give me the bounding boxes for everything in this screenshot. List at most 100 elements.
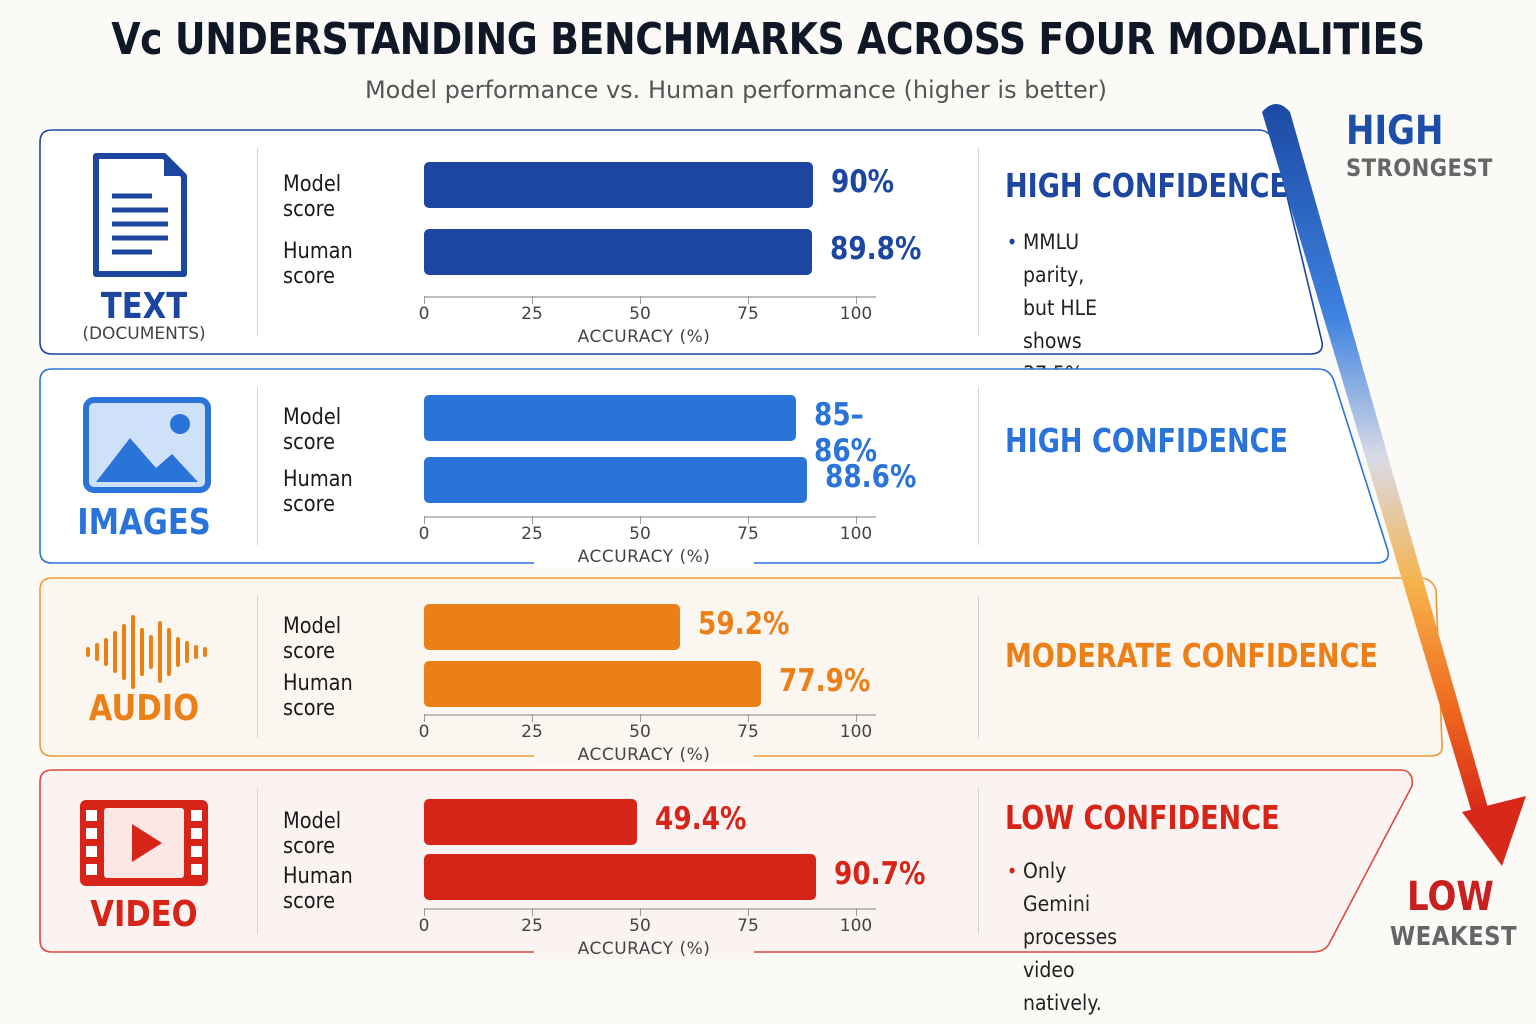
x-axis-tick-label: 25 bbox=[521, 524, 543, 544]
human-score-label: Human score bbox=[283, 239, 353, 289]
x-axis-tick-label: 25 bbox=[521, 304, 543, 324]
x-axis-tick bbox=[640, 714, 641, 722]
modality-label: TEXT bbox=[100, 286, 188, 327]
x-axis-tick-label: 100 bbox=[839, 524, 873, 544]
model-score-value: 90% bbox=[830, 164, 894, 200]
human-score-label: Human score bbox=[283, 671, 353, 721]
x-axis-tick bbox=[856, 908, 857, 916]
confidence-note-line: Only Gemini processes bbox=[1023, 859, 1118, 949]
human-score-value: 77.9% bbox=[778, 663, 870, 699]
confidence-label: LOW CONFIDENCE bbox=[1005, 798, 1280, 837]
scale-low-label: LOW bbox=[1407, 874, 1494, 920]
x-axis-line bbox=[424, 908, 876, 910]
x-axis-tick-label: 25 bbox=[521, 722, 543, 742]
x-axis-tick-label: 75 bbox=[737, 916, 759, 936]
x-axis-tick bbox=[424, 908, 425, 916]
x-axis-tick-label: 0 bbox=[418, 722, 430, 742]
x-axis-tick bbox=[532, 714, 533, 722]
model-score-label: Model score bbox=[283, 172, 342, 222]
x-axis-title: ACCURACY (%) bbox=[534, 745, 754, 765]
x-axis-tick bbox=[856, 516, 857, 524]
human-score-bar bbox=[424, 457, 807, 503]
x-axis-title: ACCURACY (%) bbox=[534, 327, 754, 347]
x-axis-tick-label: 25 bbox=[521, 916, 543, 936]
scale-low-sublabel: WEAKEST bbox=[1390, 922, 1518, 952]
x-axis-line bbox=[424, 516, 876, 518]
x-axis-tick-label: 50 bbox=[629, 916, 651, 936]
x-axis-tick-label: 0 bbox=[418, 524, 430, 544]
model-score-value: 59.2% bbox=[697, 606, 790, 642]
x-axis-tick bbox=[640, 296, 641, 304]
x-axis-tick bbox=[532, 908, 533, 916]
confidence-note-line: MMLU parity, but HLE shows bbox=[1023, 230, 1098, 353]
x-axis-tick bbox=[532, 296, 533, 304]
x-axis-tick bbox=[640, 516, 641, 524]
panel-divider-left bbox=[257, 788, 258, 934]
x-axis-tick-label: 50 bbox=[629, 304, 651, 324]
x-axis-tick-label: 75 bbox=[737, 304, 759, 324]
model-score-bar bbox=[424, 162, 813, 208]
image-icon bbox=[74, 394, 214, 529]
human-score-label: Human score bbox=[283, 467, 353, 517]
x-axis-tick bbox=[748, 908, 749, 916]
confidence-note-line: video natively. bbox=[1023, 958, 1102, 1015]
model-score-bar bbox=[424, 799, 638, 845]
panel-divider-right bbox=[978, 387, 979, 545]
human-score-label: Human score bbox=[283, 864, 353, 914]
x-axis-tick-label: 75 bbox=[737, 722, 759, 742]
human-score-bar bbox=[424, 661, 761, 707]
modality-label: IMAGES bbox=[77, 502, 211, 543]
confidence-label: MODERATE CONFIDENCE bbox=[1005, 636, 1378, 675]
panel-divider-left bbox=[257, 387, 258, 545]
x-axis-tick bbox=[532, 516, 533, 524]
human-score-value: 88.6% bbox=[824, 459, 917, 495]
document-icon bbox=[64, 152, 204, 287]
bullet-dot: • bbox=[1006, 859, 1018, 883]
scale-high-sublabel: STRONGEST bbox=[1346, 154, 1493, 182]
chart-subtitle: Model performance vs. Human performance … bbox=[364, 76, 1108, 104]
model-score-label: Model score bbox=[283, 809, 342, 859]
model-score-bar bbox=[424, 395, 796, 441]
x-axis-tick-label: 100 bbox=[839, 916, 873, 936]
x-axis-tick bbox=[424, 296, 425, 304]
model-score-bar bbox=[424, 604, 680, 650]
modality-label: AUDIO bbox=[88, 688, 200, 729]
x-axis-line bbox=[424, 714, 876, 716]
human-score-value: 90.7% bbox=[833, 856, 926, 892]
x-axis-line bbox=[424, 296, 876, 298]
x-axis-tick bbox=[640, 908, 641, 916]
waveform-icon bbox=[74, 600, 214, 735]
x-axis-tick-label: 50 bbox=[629, 524, 651, 544]
modality-label: VIDEO bbox=[90, 894, 198, 935]
confidence-label: HIGH CONFIDENCE bbox=[1005, 421, 1289, 460]
human-score-bar bbox=[424, 229, 812, 275]
modality-sublabel: (DOCUMENTS) bbox=[82, 324, 206, 344]
x-axis-title: ACCURACY (%) bbox=[534, 547, 754, 567]
panel-divider-right bbox=[978, 148, 979, 336]
human-score-value: 89.8% bbox=[829, 231, 922, 267]
x-axis-tick bbox=[856, 296, 857, 304]
x-axis-title: ACCURACY (%) bbox=[534, 939, 754, 959]
x-axis-tick-label: 0 bbox=[418, 916, 430, 936]
panel-divider-left bbox=[257, 148, 258, 336]
chart-title: Vc UNDERSTANDING BENCHMARKS ACROSS FOUR … bbox=[111, 14, 1425, 65]
x-axis-tick bbox=[424, 714, 425, 722]
bullet-dot: • bbox=[1006, 230, 1018, 254]
x-axis-tick-label: 100 bbox=[839, 304, 873, 324]
x-axis-tick bbox=[748, 714, 749, 722]
panel-divider-left bbox=[257, 596, 258, 738]
x-axis-tick-label: 100 bbox=[839, 722, 873, 742]
scale-high-label: HIGH bbox=[1346, 108, 1444, 154]
human-score-bar bbox=[424, 854, 816, 900]
x-axis-tick bbox=[748, 296, 749, 304]
model-score-label: Model score bbox=[283, 614, 342, 664]
x-axis-tick bbox=[748, 516, 749, 524]
panel-divider-right bbox=[978, 788, 979, 934]
model-score-value: 49.4% bbox=[655, 801, 747, 837]
model-score-label: Model score bbox=[283, 405, 342, 455]
film-play-icon bbox=[74, 794, 214, 929]
panel-divider-right bbox=[978, 596, 979, 738]
x-axis-tick-label: 0 bbox=[418, 304, 430, 324]
x-axis-tick-label: 75 bbox=[737, 524, 759, 544]
